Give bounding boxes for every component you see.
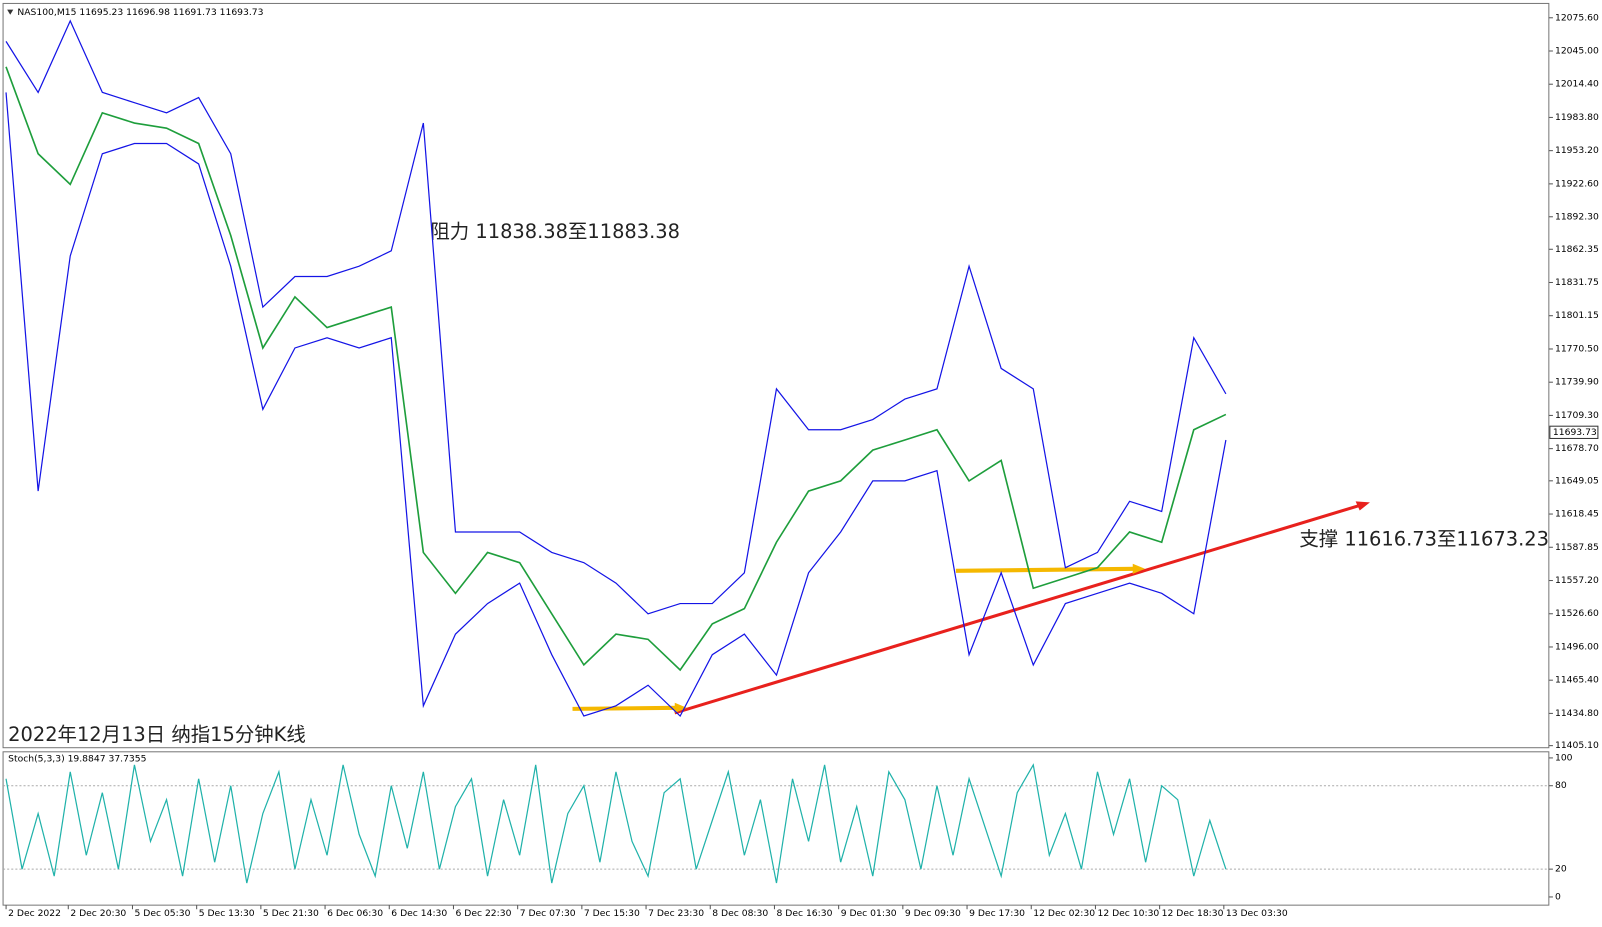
trend-line (674, 503, 1361, 715)
orange-arrowhead (674, 702, 688, 713)
y-tick-label: 11739.90 (1555, 377, 1599, 388)
y-tick-label: 11496.00 (1555, 641, 1599, 652)
price-tag (1549, 425, 1599, 439)
orange-arrow (572, 705, 677, 711)
x-tick-label: 5 Dec 05:30 (135, 908, 191, 919)
y-tick-label: 11831.75 (1555, 277, 1599, 288)
orange-arrow (955, 566, 1135, 573)
y-tick-label: 11770.50 (1555, 343, 1599, 354)
y-tick-label: 11557.20 (1555, 575, 1599, 586)
y-tick-label: 20 (1555, 864, 1567, 875)
x-tick-label: 12 Dec 02:30 (1033, 908, 1095, 919)
series-line (5, 19, 1227, 615)
x-tick-label: 9 Dec 01:30 (841, 908, 897, 919)
y-tick-label: 11953.20 (1555, 145, 1599, 156)
x-tick-label: 7 Dec 07:30 (520, 908, 576, 919)
x-tick-label: 2 Dec 2022 (8, 908, 61, 919)
x-tick-label: 6 Dec 14:30 (391, 908, 447, 919)
y-tick-label: 11618.45 (1555, 509, 1599, 520)
series-line (5, 92, 1227, 718)
y-tick-label: 12045.00 (1555, 45, 1599, 56)
series-line (5, 763, 1227, 884)
collapse-icon (7, 9, 14, 15)
x-tick-label: 2 Dec 20:30 (70, 908, 126, 919)
x-tick-label: 12 Dec 18:30 (1162, 908, 1224, 919)
price-tag-label: 11693.73 (1553, 427, 1597, 438)
y-tick-label: 11922.60 (1555, 178, 1599, 189)
y-tick-label: 11678.70 (1555, 443, 1599, 454)
header: NAS100,M15 11695.23 11696.98 11691.73 11… (17, 7, 263, 18)
x-tick-label: 7 Dec 23:30 (648, 908, 704, 919)
trend-arrowhead (1355, 501, 1370, 511)
y-tick-label: 12075.60 (1555, 12, 1599, 23)
x-tick-label: 5 Dec 21:30 (263, 908, 319, 919)
x-tick-label: 9 Dec 09:30 (905, 908, 961, 919)
support-note: 支撑 11616.73至11673.23 (1299, 528, 1549, 551)
orange-arrowhead (1132, 563, 1146, 574)
x-tick-label: 8 Dec 16:30 (776, 908, 832, 919)
stoch-title: Stoch(5,3,3) 19.8847 37.7355 (8, 753, 146, 764)
y-tick-label: 11862.35 (1555, 244, 1599, 255)
y-tick-label: 11801.15 (1555, 310, 1599, 321)
x-tick-label: 5 Dec 13:30 (199, 908, 255, 919)
x-tick-label: 7 Dec 15:30 (584, 908, 640, 919)
y-tick-label: 11434.80 (1555, 708, 1599, 719)
x-tick-label: 6 Dec 06:30 (327, 908, 383, 919)
y-tick-label: 11892.30 (1555, 211, 1599, 222)
y-tick-label: 11587.85 (1555, 542, 1599, 553)
y-tick-label: 12014.40 (1555, 79, 1599, 90)
y-tick-label: 11405.10 (1555, 740, 1599, 751)
y-tick-label: 0 (1555, 891, 1561, 902)
y-tick-label: 11649.05 (1555, 475, 1599, 486)
y-tick-label: 11526.60 (1555, 608, 1599, 619)
price-frame (2, 2, 1550, 749)
x-tick-label: 8 Dec 08:30 (712, 908, 768, 919)
x-tick-label: 12 Dec 10:30 (1097, 908, 1159, 919)
y-tick-label: 11709.30 (1555, 410, 1599, 421)
y-tick-label: 11465.40 (1555, 675, 1599, 686)
x-tick-label: 6 Dec 22:30 (456, 908, 512, 919)
series-line (5, 66, 1227, 672)
stoch-frame (2, 751, 1550, 906)
y-tick-label: 100 (1555, 752, 1573, 763)
x-tick-label: 9 Dec 17:30 (969, 908, 1025, 919)
x-tick-label: 13 Dec 03:30 (1226, 908, 1288, 919)
y-tick-label: 11983.80 (1555, 112, 1599, 123)
y-tick-label: 80 (1555, 780, 1567, 791)
chart-title: 2022年12月13日 纳指15分钟K线 (8, 723, 306, 746)
resistance-note: 阻力 11838.38至11883.38 (430, 220, 680, 243)
